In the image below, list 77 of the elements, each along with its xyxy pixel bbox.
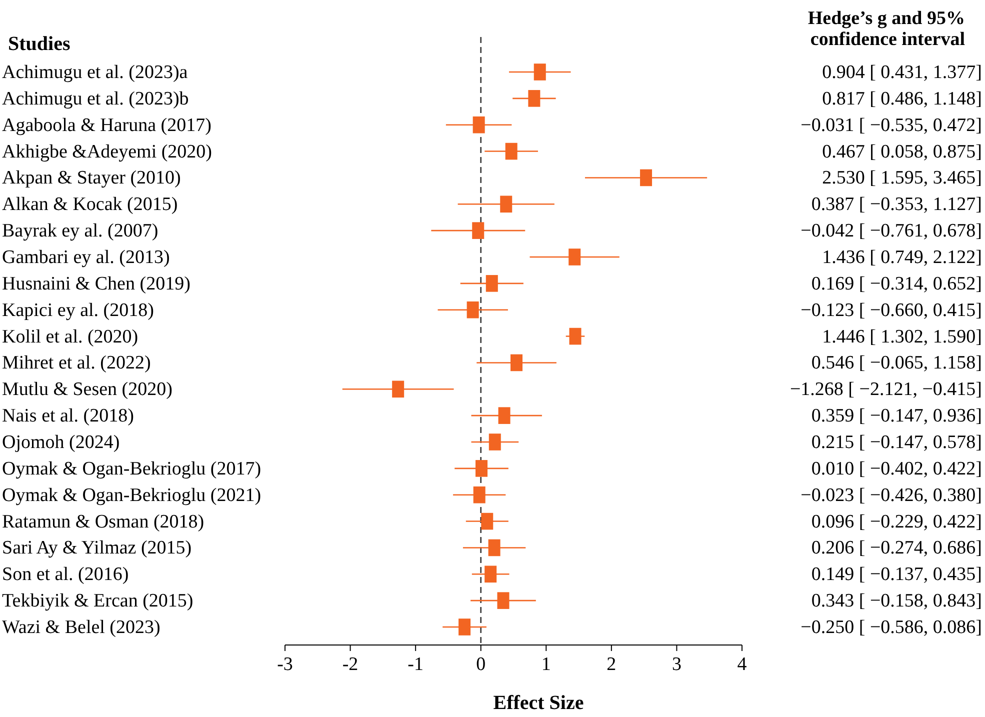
- y-tick-label: Achimugu et al. (2023)a: [2, 62, 188, 83]
- y-tick-label: Husnaini & Chen (2019): [2, 273, 190, 294]
- data-label: 0.359 [ −0.147, 0.936]: [811, 406, 982, 427]
- x-tick-label: 3: [672, 654, 682, 675]
- y-axis-title: Studies: [8, 33, 70, 55]
- point: [497, 592, 510, 609]
- x-tick-label: -3: [277, 654, 293, 675]
- data-label: 0.343 [ −0.158, 0.843]: [811, 590, 982, 612]
- point: [458, 618, 471, 636]
- point: [568, 248, 581, 266]
- data-label: 2.530 [ 1.595, 3.465]: [822, 168, 982, 189]
- point: [505, 142, 518, 160]
- point: [476, 460, 488, 477]
- y-tick-label: Akpan & Stayer (2010): [2, 168, 181, 189]
- y-tick-label: Achimugu et al. (2023)b: [2, 88, 189, 110]
- y-tick-label: Mihret et al. (2022): [2, 352, 151, 374]
- point: [640, 169, 652, 186]
- point: [472, 222, 484, 239]
- data-label: −0.123 [ −0.660, 0.415]: [800, 300, 982, 321]
- point: [498, 407, 510, 424]
- x-tick-label: -2: [342, 654, 358, 675]
- y-tick-label: Tekbiyik & Ercan (2015): [2, 590, 194, 612]
- data-label: −0.031 [ −0.535, 0.472]: [800, 114, 982, 136]
- x-tick-label: 1: [541, 654, 551, 675]
- data-label: 0.149 [ −0.137, 0.435]: [811, 564, 982, 586]
- y-tick-label: Ojomoh (2024): [2, 432, 120, 453]
- data-label: 0.169 [ −0.314, 0.652]: [811, 273, 982, 294]
- x-tick-label: 0: [476, 654, 486, 675]
- x-axis-title: Effect Size: [493, 692, 584, 714]
- data-label: −0.042 [ −0.761, 0.678]: [800, 220, 982, 242]
- data-label: 0.387 [ −0.353, 1.127]: [811, 194, 982, 216]
- point: [472, 116, 485, 134]
- data-label: 1.436 [ 0.749, 2.122]: [822, 247, 982, 268]
- point: [473, 486, 486, 504]
- y-tick-label: Nais et al. (2018): [2, 406, 134, 427]
- y-tick-label: Mutlu & Sesen (2020): [2, 379, 172, 400]
- point: [486, 275, 498, 292]
- data-label: 1.446 [ 1.302, 1.590]: [822, 326, 982, 348]
- data-label: 0.010 [ −0.402, 0.422]: [811, 458, 982, 480]
- y-tick-label: Oymak & Ogan-Bekrioglu (2021): [2, 484, 262, 506]
- y2-axis-title: Hedge’s g and 95% confidence interval: [808, 8, 965, 50]
- point: [484, 566, 497, 583]
- y-tick-label: Agaboola & Haruna (2017): [2, 114, 212, 136]
- data-label: 0.904 [ 0.431, 1.377]: [822, 62, 982, 83]
- data-label: 0.546 [ −0.065, 1.158]: [811, 352, 982, 374]
- data-label: −1.268 [ −2.121, −0.415]: [790, 379, 982, 400]
- point: [466, 301, 479, 318]
- point: [569, 328, 582, 345]
- point: [392, 380, 404, 398]
- data-label: 0.215 [ −0.147, 0.578]: [811, 432, 982, 453]
- y-tick-label: Alkan & Kocak (2015): [2, 194, 178, 216]
- y-tick-label: Bayrak ey al. (2007): [2, 220, 158, 242]
- y-tick-label: Ratamun & Osman (2018): [2, 511, 204, 532]
- y-tick-label: Son et al. (2016): [2, 564, 129, 586]
- data-label: 0.096 [ −0.229, 0.422]: [811, 511, 982, 532]
- y-tick-label: Kolil et al. (2020): [2, 326, 138, 348]
- data-label: −0.023 [ −0.426, 0.380]: [800, 484, 982, 506]
- point: [510, 354, 523, 372]
- data-label: 0.467 [ 0.058, 0.875]: [822, 141, 982, 162]
- x-tick-label: 4: [737, 654, 748, 675]
- x-tick-label: 2: [606, 654, 616, 675]
- point: [528, 90, 540, 107]
- data-label: −0.250 [ −0.586, 0.086]: [800, 617, 982, 638]
- data-label: 0.206 [ −0.274, 0.686]: [811, 538, 982, 559]
- y-tick-label: Gambari ey al. (2013): [2, 247, 170, 268]
- y-tick-label: Sari Ay & Yilmaz (2015): [2, 538, 192, 559]
- data-label: 0.817 [ 0.486, 1.148]: [822, 88, 982, 110]
- point: [500, 196, 512, 213]
- x-tick-label: -1: [408, 654, 424, 675]
- point: [488, 434, 501, 450]
- y-tick-label: Wazi & Belel (2023): [2, 617, 160, 638]
- point: [481, 512, 494, 530]
- y-tick-label: Akhigbe &Adeyemi (2020): [2, 141, 212, 162]
- y-tick-label: Oymak & Ogan-Bekrioglu (2017): [2, 458, 262, 480]
- point: [534, 64, 546, 80]
- y-tick-label: Kapici ey al. (2018): [2, 300, 154, 321]
- point: [488, 539, 500, 556]
